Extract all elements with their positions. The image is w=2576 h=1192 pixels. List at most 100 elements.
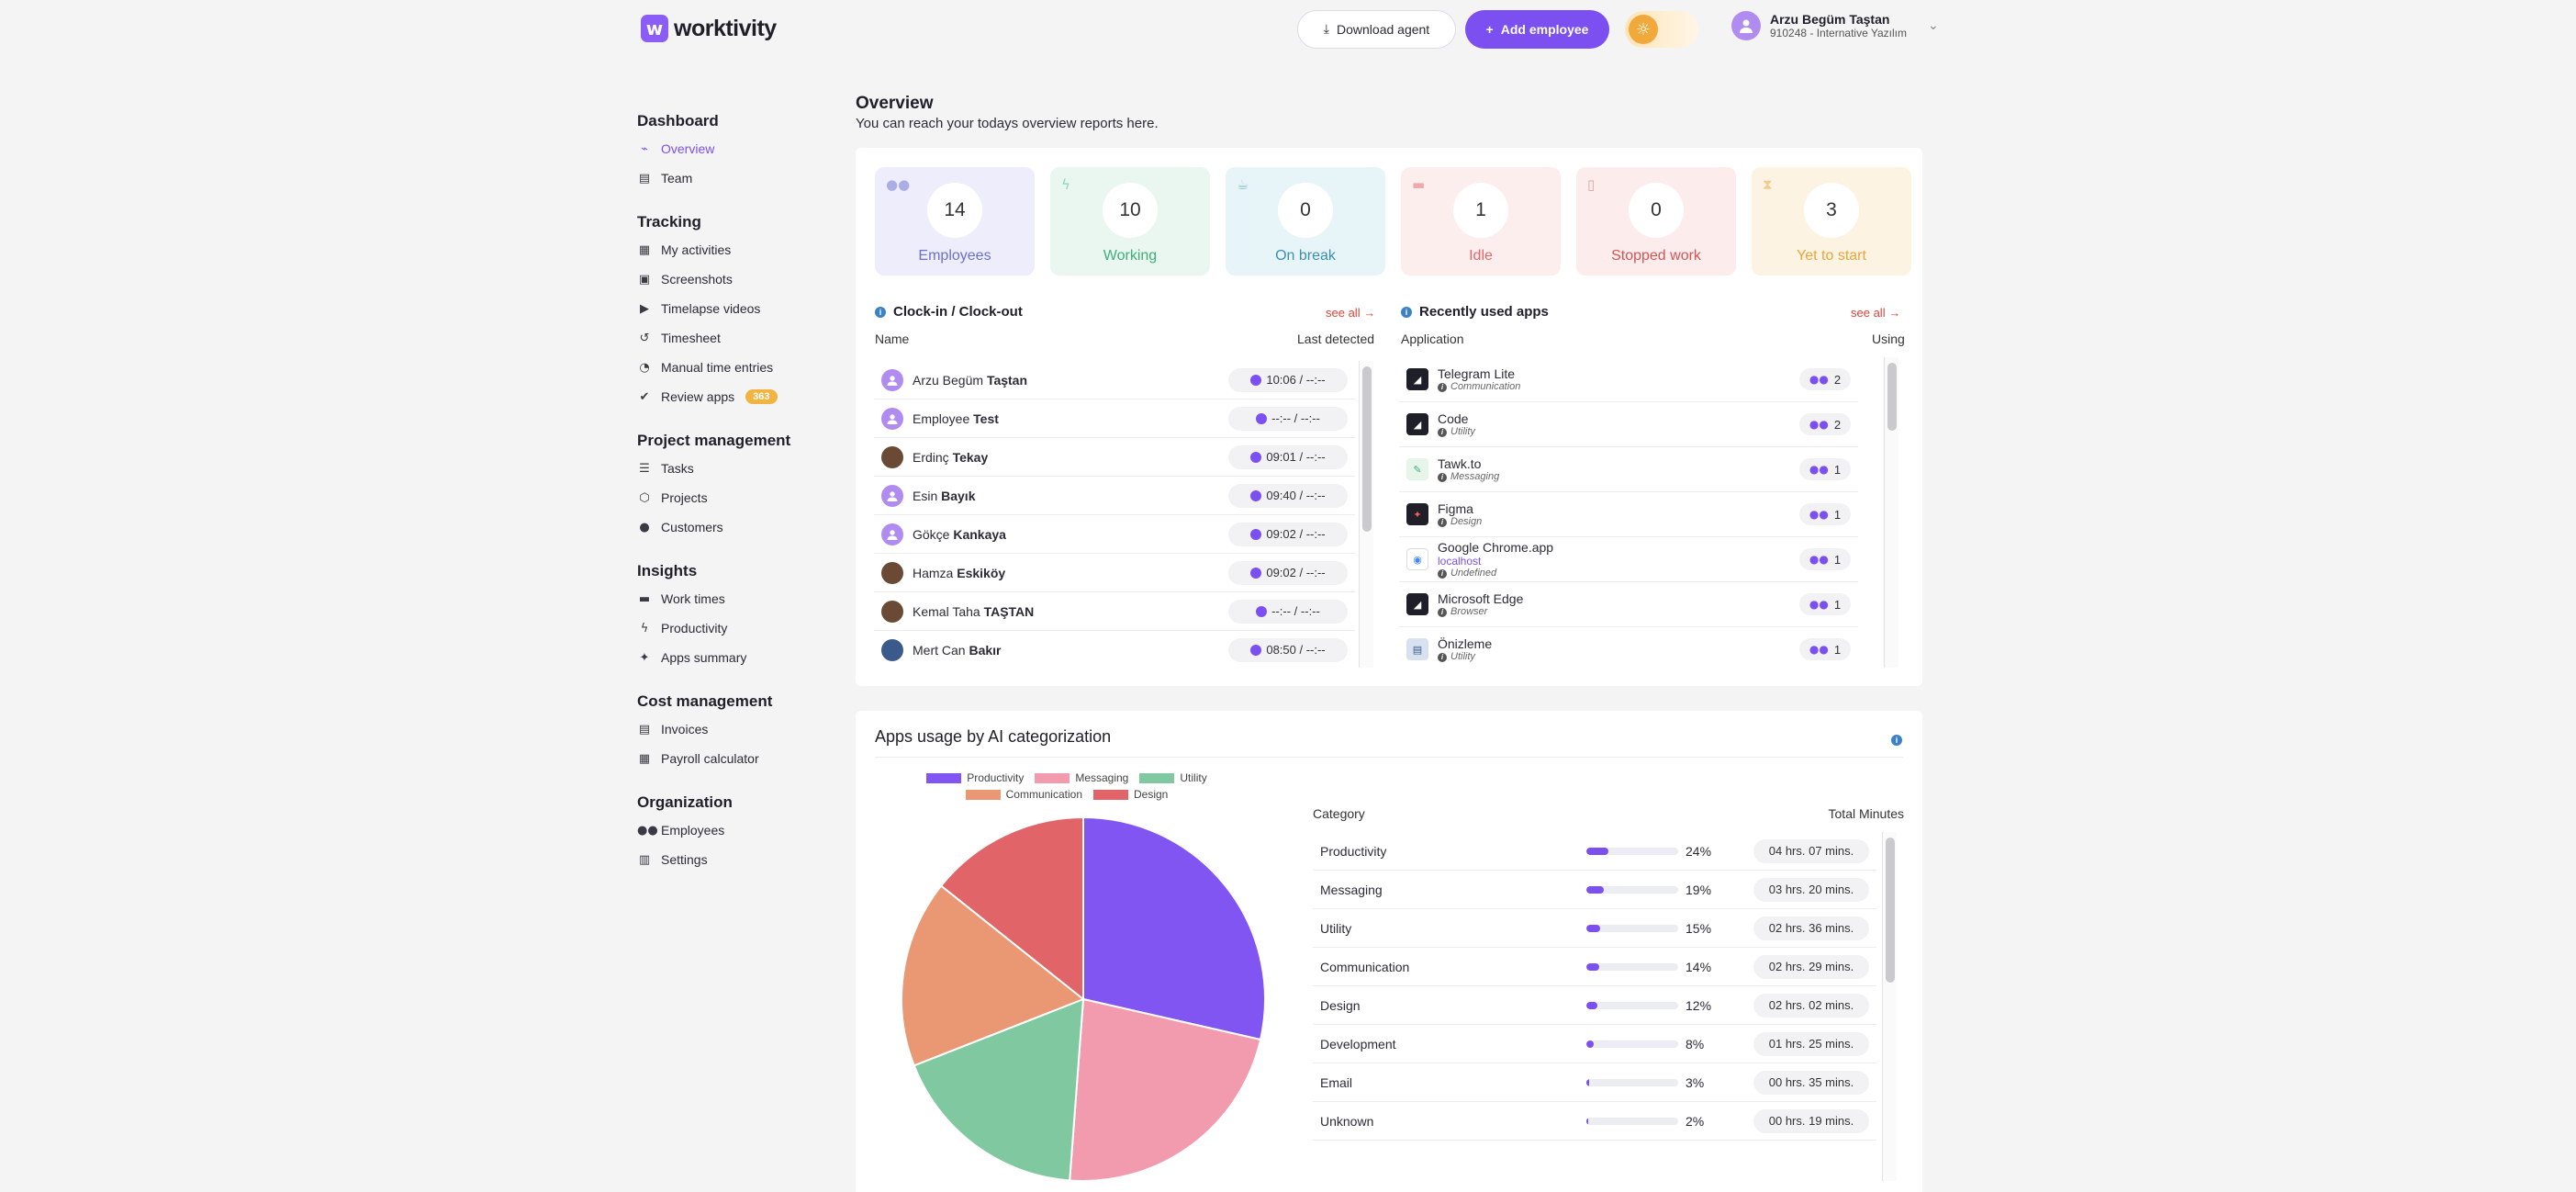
clock-scroll-thumb[interactable] <box>1362 366 1372 532</box>
legend-item[interactable]: Communication <box>965 788 1082 801</box>
clock-time-pill: 09:02 / --:-- <box>1228 522 1348 546</box>
sidebar-item-productivity[interactable]: ϟ Productivity <box>637 613 839 643</box>
legend-item[interactable]: Productivity <box>926 771 1024 784</box>
stat-card-idle[interactable]: ▬ 1 Idle <box>1401 167 1561 276</box>
table-row[interactable]: Communication 14% 02 hrs. 29 mins. <box>1313 948 1876 986</box>
table-row[interactable]: Unknown 2% 00 hrs. 19 mins. <box>1313 1102 1876 1141</box>
sidebar-item-settings[interactable]: ▥ Settings <box>637 845 839 874</box>
sidebar-item-projects[interactable]: ⬡ Projects <box>637 483 839 512</box>
legend-item[interactable]: Messaging <box>1035 771 1128 784</box>
apps-scrollbar[interactable] <box>1884 357 1898 668</box>
table-row[interactable]: Mert Can Bakır 08:50 / --:-- <box>874 631 1355 668</box>
stat-card-employees[interactable]: ●● 14 Employees <box>875 167 1035 276</box>
sidebar-item-timelapse-videos[interactable]: ▶ Timelapse videos <box>637 294 839 323</box>
download-agent-label: Download agent <box>1337 22 1430 37</box>
legend-item[interactable]: Design <box>1093 788 1168 801</box>
apps-scroll-thumb[interactable] <box>1887 363 1897 431</box>
review-count-badge: 363 <box>745 389 778 404</box>
employee-name: Employee Test <box>913 411 999 426</box>
pie-slice-messaging[interactable] <box>1069 997 1262 1182</box>
pie-slice-communication[interactable] <box>901 884 1085 1067</box>
category-progress-fill <box>1586 885 1604 894</box>
table-row[interactable]: Hamza Eskiköy 09:02 / --:-- <box>874 554 1355 592</box>
apps-see-all-link[interactable]: see all → <box>1851 306 1901 320</box>
table-row[interactable]: Email 3% 00 hrs. 35 mins. <box>1313 1063 1876 1102</box>
sidebar-item-apps-summary[interactable]: ✦ Apps summary <box>637 643 839 672</box>
info-icon[interactable]: i <box>1891 731 1902 748</box>
user-menu[interactable]: Arzu Begüm Taştan 910248 - Internative Y… <box>1731 11 1939 40</box>
apps-col-application: Application <box>1401 332 1464 346</box>
list-item[interactable]: ◉ Google Chrome.app localhost i Undefined ●● 1 <box>1399 537 1858 582</box>
clock-see-all-link[interactable]: see all → <box>1326 306 1376 320</box>
category-percent: 2% <box>1686 1113 1705 1129</box>
pie-slice-utility[interactable] <box>913 997 1085 1182</box>
sidebar-item-review-apps[interactable]: ✔ Review apps 363 <box>637 382 839 411</box>
table-row[interactable]: Development 8% 01 hrs. 25 mins. <box>1313 1025 1876 1063</box>
clock-time: --:-- / --:-- <box>1271 411 1320 425</box>
clock-time: --:-- / --:-- <box>1271 604 1320 618</box>
avatar <box>881 484 903 507</box>
sidebar-item-overview[interactable]: ⌁ Overview <box>637 134 839 163</box>
download-agent-button[interactable]: ⤓ Download agent <box>1297 10 1456 49</box>
table-row[interactable]: Design 12% 02 hrs. 02 mins. <box>1313 986 1876 1025</box>
table-row[interactable]: Productivity 24% 04 hrs. 07 mins. <box>1313 832 1876 871</box>
theme-toggle[interactable]: ☼ <box>1625 11 1698 48</box>
history-icon: ↺ <box>639 331 650 345</box>
table-row[interactable]: Messaging 19% 03 hrs. 20 mins. <box>1313 871 1876 909</box>
table-row[interactable]: Gökçe Kankaya 09:02 / --:-- <box>874 515 1355 554</box>
stat-value: 3 <box>1804 183 1859 238</box>
logo[interactable]: w worktivity <box>641 15 777 42</box>
legend-swatch <box>1035 772 1070 783</box>
clock-icon <box>1256 605 1268 617</box>
pie-slice-design[interactable] <box>939 815 1084 1002</box>
sidebar-item-work-times[interactable]: ▬ Work times <box>637 584 839 613</box>
sidebar-item-invoices[interactable]: ▤ Invoices <box>637 714 839 744</box>
apps-section-title: i Recently used apps <box>1401 304 1549 320</box>
list-item[interactable]: ✎ Tawk.to i Messaging ●● 1 <box>1399 447 1858 492</box>
table-row[interactable]: Esin Bayık 09:40 / --:-- <box>874 477 1355 515</box>
sidebar-item-team[interactable]: ▤ Team <box>637 163 839 193</box>
pie-slice-productivity[interactable] <box>1082 815 1266 1041</box>
clock-time: 08:50 / --:-- <box>1266 643 1326 657</box>
sidebar-item-manual-time-entries[interactable]: ◔ Manual time entries <box>637 353 839 382</box>
category-scroll-thumb[interactable] <box>1886 838 1895 983</box>
list-item[interactable]: ▤ Önizleme i Utility ●● 1 <box>1399 627 1858 668</box>
sidebar-group: Organization ●● Employees ▥ Settings <box>637 790 839 874</box>
clock-icon <box>1250 644 1262 656</box>
table-row[interactable]: Employee Test --:-- / --:-- <box>874 399 1355 438</box>
app-users-count: 2 <box>1833 417 1842 432</box>
add-employee-button[interactable]: + Add employee <box>1465 10 1609 49</box>
sidebar-item-screenshots[interactable]: ▣ Screenshots <box>637 264 839 294</box>
table-row[interactable]: Utility 15% 02 hrs. 36 mins. <box>1313 909 1876 948</box>
table-row[interactable]: Erdinç Tekay 09:01 / --:-- <box>874 438 1355 477</box>
sidebar-item-my-activities[interactable]: ▦ My activities <box>637 235 839 264</box>
app-users-pill: ●● 1 <box>1799 593 1851 615</box>
table-row[interactable]: Arzu Begüm Taştan 10:06 / --:-- <box>874 361 1355 399</box>
sidebar-item-customers[interactable]: ● Customers <box>637 512 839 542</box>
list-item[interactable]: ◢ Microsoft Edge i Browser ●● 1 <box>1399 582 1858 627</box>
list-item[interactable]: ◢ Code i Utility ●● 2 <box>1399 402 1858 447</box>
clock-section-title: i Clock-in / Clock-out <box>875 304 1023 320</box>
app-name: Figma <box>1438 501 1473 516</box>
stat-label: Employees <box>918 248 991 264</box>
stat-card-stopped-work[interactable]: ▯ 0 Stopped work <box>1576 167 1736 276</box>
category-percent: 15% <box>1686 920 1712 936</box>
app-url-link[interactable]: localhost <box>1438 555 1482 568</box>
stat-card-on-break[interactable]: ☕ 0 On break <box>1226 167 1385 276</box>
stat-card-yet-to-start[interactable]: ⧗ 3 Yet to start <box>1752 167 1911 276</box>
employee-last-name: Bayık <box>941 488 976 503</box>
table-row[interactable]: Kemal Taha TAŞTAN --:-- / --:-- <box>874 592 1355 631</box>
sidebar-item-employees[interactable]: ●● Employees <box>637 815 839 845</box>
sidebar-item-payroll-calculator[interactable]: ▦ Payroll calculator <box>637 744 839 773</box>
category-scrollbar[interactable] <box>1882 832 1897 1181</box>
sidebar-item-timesheet[interactable]: ↺ Timesheet <box>637 323 839 353</box>
legend-item[interactable]: Utility <box>1139 771 1207 784</box>
sidebar-group: Dashboard ⌁ Overview ▤ Team <box>637 108 839 193</box>
stat-card-working[interactable]: ϟ 10 Working <box>1050 167 1210 276</box>
list-item[interactable]: ◢ Telegram Lite i Communication ●● 2 <box>1399 357 1858 402</box>
list-item[interactable]: ✦ Figma i Design ●● 1 <box>1399 492 1858 537</box>
legend-label: Productivity <box>967 771 1025 784</box>
sidebar-item-tasks[interactable]: ☰ Tasks <box>637 454 839 483</box>
sidebar-group: Cost management ▤ Invoices ▦ Payroll calcula… <box>637 689 839 773</box>
clock-scrollbar[interactable] <box>1359 361 1373 668</box>
